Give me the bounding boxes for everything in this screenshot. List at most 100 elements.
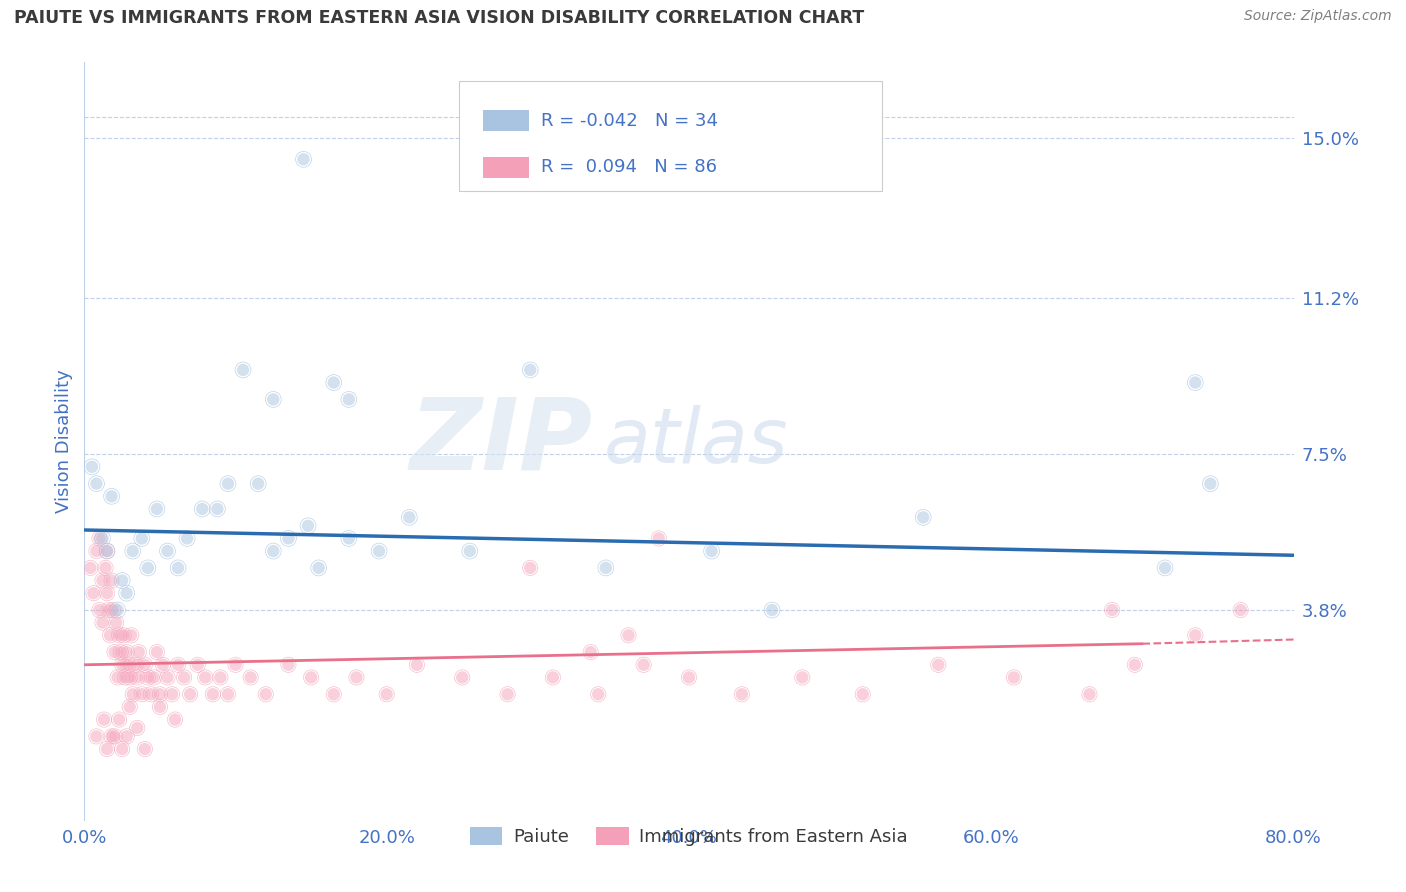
Point <box>117 657 139 672</box>
Point <box>496 687 519 701</box>
Point <box>451 670 474 684</box>
Point <box>152 657 174 672</box>
Point <box>209 670 232 684</box>
Point <box>96 586 118 600</box>
Point <box>262 392 284 407</box>
Point <box>156 670 179 684</box>
Point <box>912 510 935 524</box>
Point <box>118 699 141 714</box>
Point <box>111 657 134 672</box>
FancyBboxPatch shape <box>460 81 883 191</box>
Point <box>100 574 122 588</box>
Point <box>617 628 640 642</box>
Point <box>121 687 143 701</box>
Point <box>648 532 671 546</box>
Point <box>114 670 136 684</box>
Point <box>118 670 141 684</box>
Point <box>1184 376 1206 390</box>
Point <box>337 532 360 546</box>
Point <box>187 657 209 672</box>
Point <box>146 645 169 659</box>
Point <box>761 603 783 617</box>
Text: R = -0.042   N = 34: R = -0.042 N = 34 <box>541 112 718 130</box>
Point <box>107 603 129 617</box>
Point <box>96 544 118 558</box>
Point <box>79 561 101 575</box>
Point <box>1002 670 1025 684</box>
Point <box>541 670 564 684</box>
Point <box>1002 670 1025 684</box>
Point <box>519 561 541 575</box>
Point <box>125 657 148 672</box>
Point <box>139 687 162 701</box>
Point <box>761 603 783 617</box>
Point <box>136 561 159 575</box>
Point <box>167 657 190 672</box>
Point <box>322 687 344 701</box>
Point <box>156 544 179 558</box>
Point <box>112 628 135 642</box>
Point <box>97 603 120 617</box>
Point <box>519 561 541 575</box>
Point <box>96 544 118 558</box>
Point <box>297 518 319 533</box>
Point <box>107 670 129 684</box>
Legend: Paiute, Immigrants from Eastern Asia: Paiute, Immigrants from Eastern Asia <box>463 820 915 854</box>
Point <box>217 476 239 491</box>
Point <box>165 713 187 727</box>
Point <box>277 657 299 672</box>
Point <box>1078 687 1101 701</box>
Point <box>262 392 284 407</box>
Point <box>201 687 224 701</box>
Point <box>297 518 319 533</box>
Point <box>1123 657 1146 672</box>
Point <box>595 561 617 575</box>
Point <box>121 544 143 558</box>
Point <box>91 574 114 588</box>
Point <box>617 628 640 642</box>
Point <box>108 713 131 727</box>
Point <box>346 670 368 684</box>
Point <box>225 657 247 672</box>
Point <box>115 645 138 659</box>
Point <box>292 153 315 167</box>
Point <box>731 687 754 701</box>
Point <box>519 363 541 377</box>
Point <box>173 670 195 684</box>
Point <box>93 713 115 727</box>
Point <box>337 392 360 407</box>
Point <box>1078 687 1101 701</box>
Point <box>292 153 315 167</box>
Text: atlas: atlas <box>605 405 789 478</box>
Point <box>927 657 949 672</box>
Point <box>209 670 232 684</box>
Point <box>131 532 153 546</box>
Point <box>149 687 172 701</box>
Point <box>100 489 122 503</box>
Point <box>187 657 209 672</box>
Point <box>152 657 174 672</box>
Point <box>91 574 114 588</box>
Point <box>179 687 201 701</box>
Point <box>595 561 617 575</box>
Point <box>134 742 156 756</box>
Point <box>96 544 118 558</box>
Point <box>108 713 131 727</box>
Point <box>89 532 111 546</box>
Point <box>91 615 114 630</box>
Point <box>104 645 127 659</box>
Point <box>127 670 149 684</box>
Point <box>108 628 131 642</box>
Point <box>149 699 172 714</box>
Point <box>86 730 108 744</box>
Point <box>96 742 118 756</box>
Point <box>519 363 541 377</box>
Point <box>156 670 179 684</box>
Point <box>1101 603 1123 617</box>
Point <box>91 615 114 630</box>
Point <box>496 687 519 701</box>
Point <box>194 670 217 684</box>
Point <box>134 742 156 756</box>
Point <box>101 603 124 617</box>
Point <box>633 657 655 672</box>
